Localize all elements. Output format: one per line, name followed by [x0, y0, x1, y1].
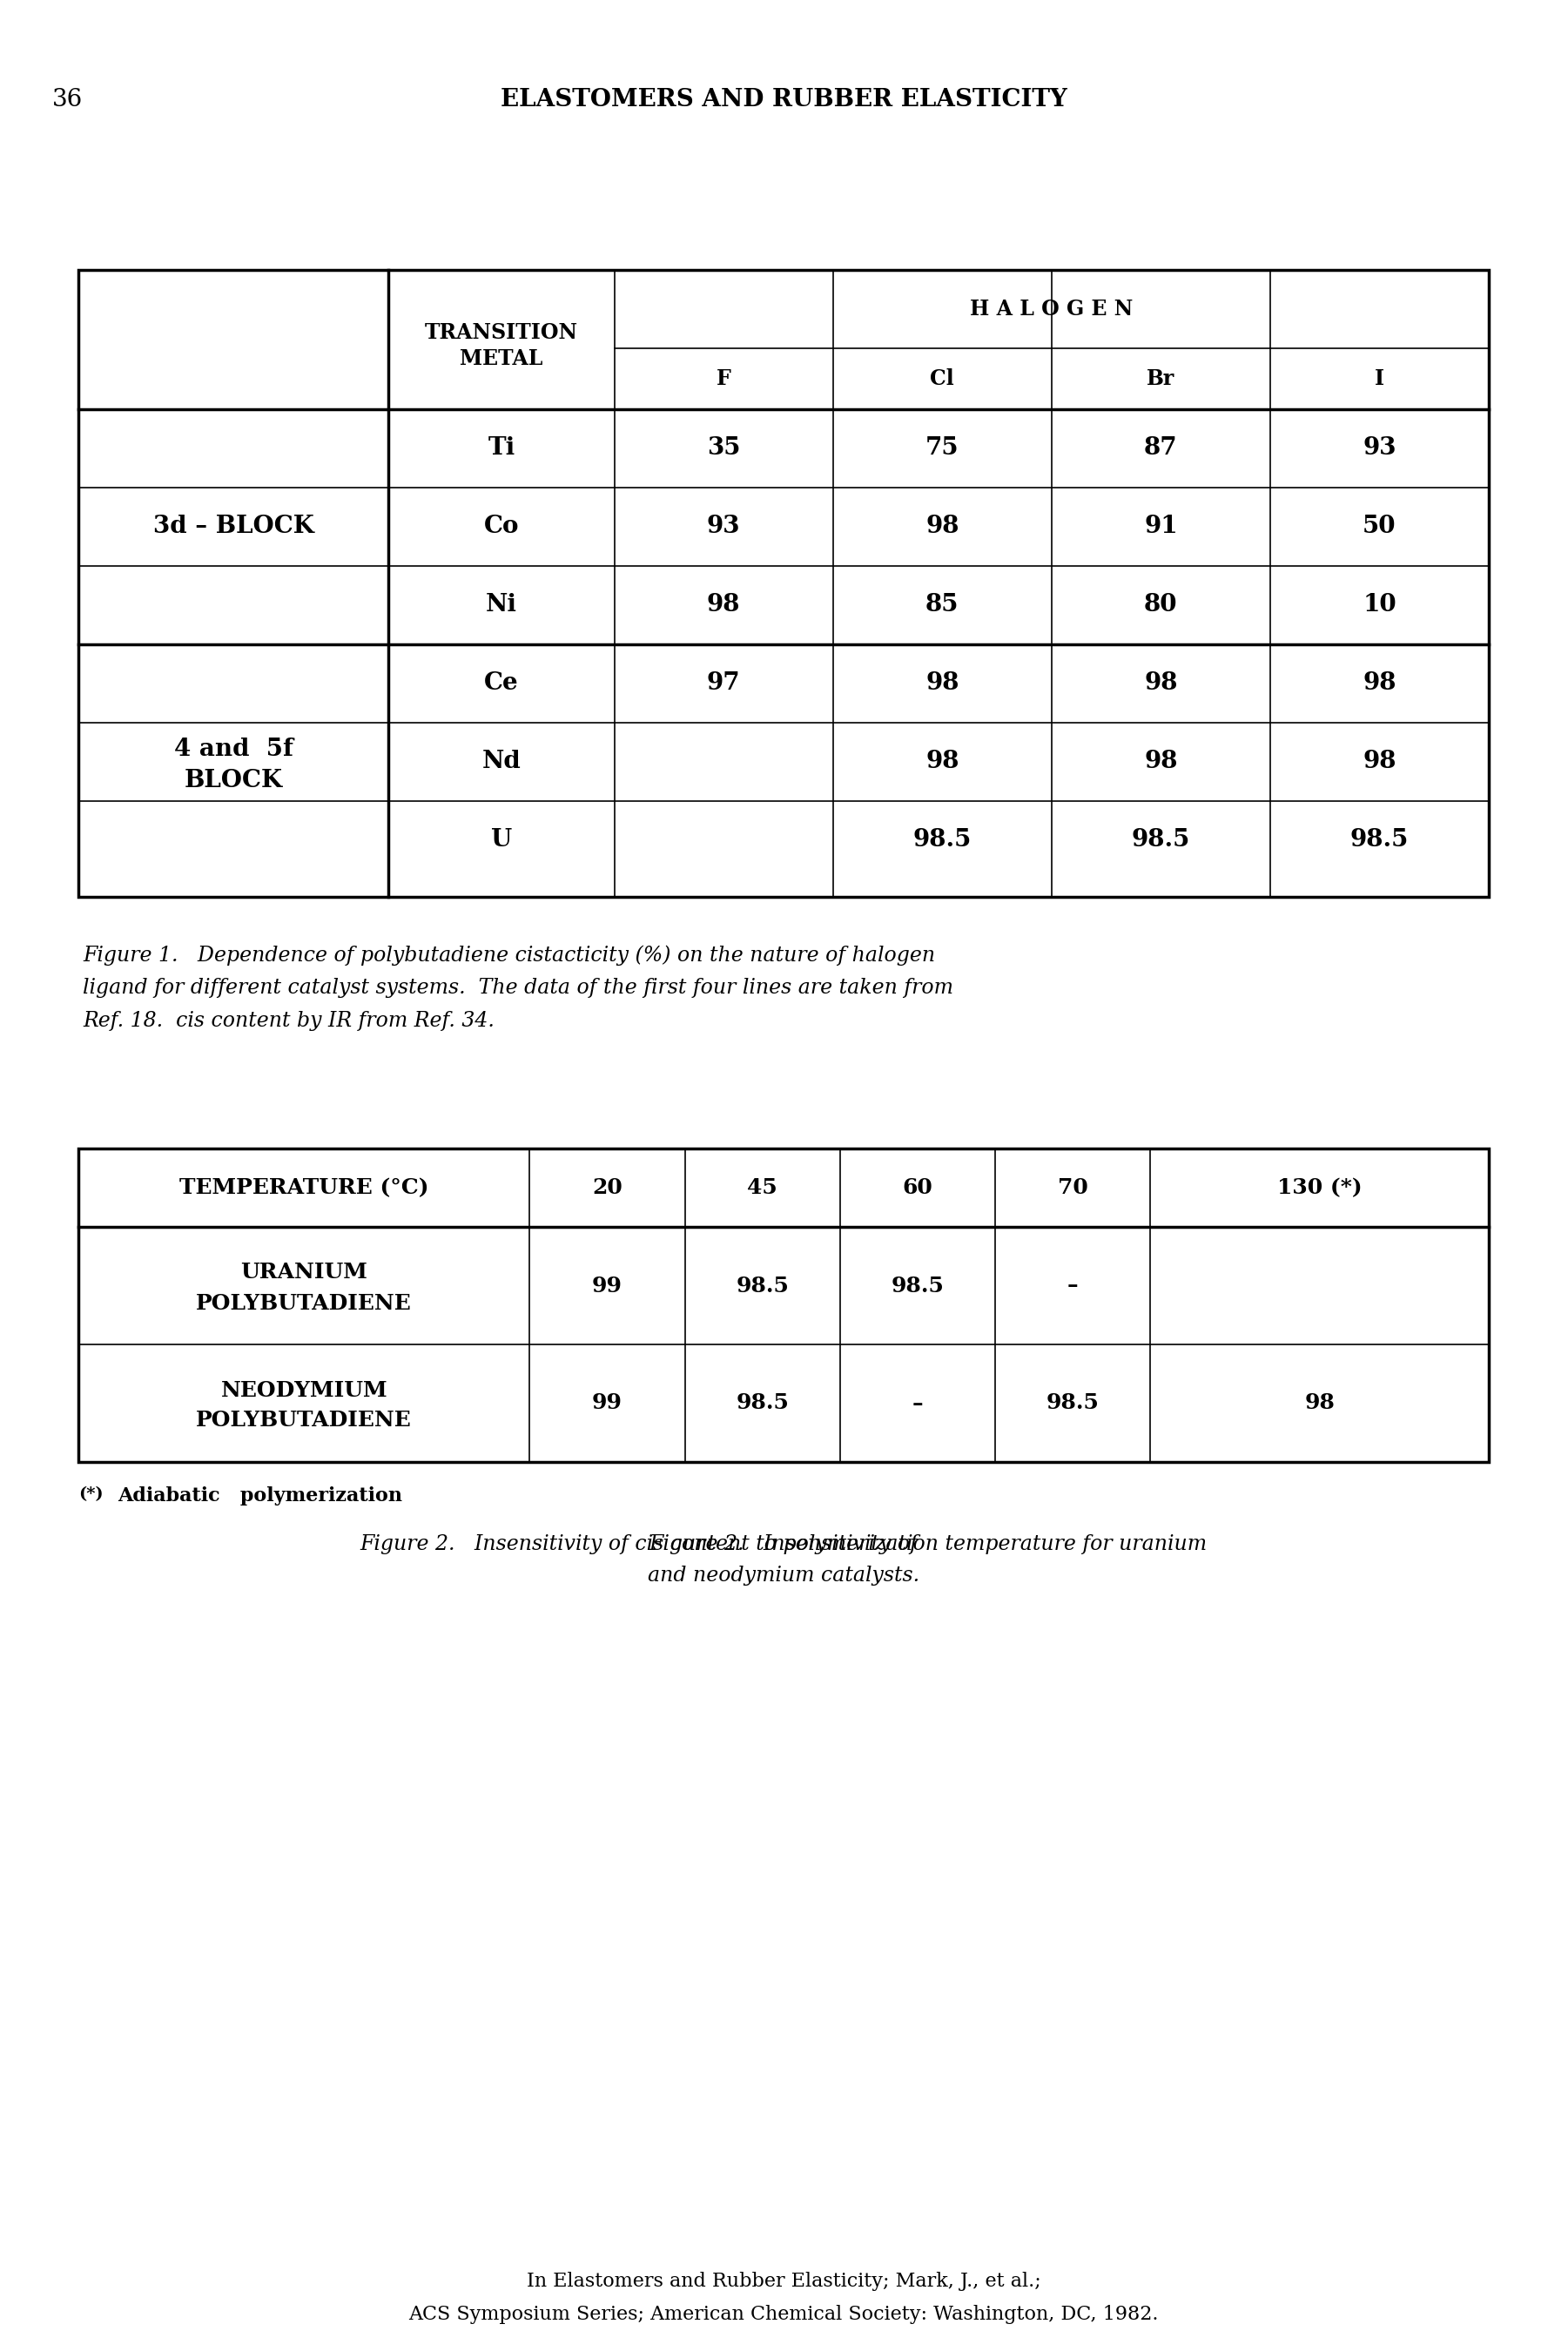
Text: 98: 98: [925, 515, 960, 538]
Text: 75: 75: [925, 437, 960, 461]
Text: Figure 2.   Insensitivity of cis content to polymerization temperature for urani: Figure 2. Insensitivity of cis content t…: [361, 1535, 1207, 1554]
Text: 98: 98: [1305, 1392, 1334, 1413]
Text: 130 (*): 130 (*): [1276, 1178, 1363, 1199]
Text: 98: 98: [925, 672, 960, 696]
Text: (*): (*): [78, 1486, 103, 1502]
Text: 80: 80: [1145, 592, 1178, 616]
Text: BLOCK: BLOCK: [185, 769, 282, 792]
Text: 98: 98: [925, 750, 960, 773]
Text: Adiabatic   polymerization: Adiabatic polymerization: [118, 1486, 403, 1505]
Text: and neodymium catalysts.: and neodymium catalysts.: [648, 1566, 919, 1585]
Text: 98.5: 98.5: [1046, 1392, 1099, 1413]
Text: POLYBUTADIENE: POLYBUTADIENE: [196, 1293, 412, 1314]
Text: Figure 1.   Dependence of polybutadiene cistacticity (%) on the nature of haloge: Figure 1. Dependence of polybutadiene ci…: [83, 945, 935, 966]
Text: 98: 98: [1363, 750, 1396, 773]
Text: URANIUM: URANIUM: [240, 1262, 367, 1284]
Text: I: I: [1375, 369, 1385, 390]
Text: 45: 45: [748, 1178, 778, 1199]
Text: Nd: Nd: [481, 750, 521, 773]
Text: In Elastomers and Rubber Elasticity; Mark, J., et al.;: In Elastomers and Rubber Elasticity; Mar…: [527, 2271, 1041, 2290]
Text: POLYBUTADIENE: POLYBUTADIENE: [196, 1411, 412, 1432]
Text: METAL: METAL: [459, 348, 543, 369]
Text: 93: 93: [1363, 437, 1396, 461]
Text: 60: 60: [903, 1178, 933, 1199]
Text: 87: 87: [1145, 437, 1178, 461]
Text: F: F: [717, 369, 731, 390]
Text: 20: 20: [593, 1178, 622, 1199]
Text: 85: 85: [925, 592, 960, 616]
Text: 97: 97: [707, 672, 740, 696]
Text: TRANSITION: TRANSITION: [425, 322, 579, 343]
Bar: [78, 1150, 1488, 1462]
Text: 10: 10: [1363, 592, 1396, 616]
Text: ELASTOMERS AND RUBBER ELASTICITY: ELASTOMERS AND RUBBER ELASTICITY: [500, 89, 1066, 113]
Text: 93: 93: [707, 515, 740, 538]
Text: Co: Co: [485, 515, 519, 538]
Text: 98.5: 98.5: [1350, 828, 1408, 851]
Text: Ce: Ce: [485, 672, 519, 696]
Text: –: –: [1068, 1274, 1079, 1295]
Text: 98: 98: [1145, 672, 1178, 696]
Text: U: U: [491, 828, 513, 851]
Text: 98: 98: [1145, 750, 1178, 773]
Text: Ni: Ni: [486, 592, 517, 616]
Text: ACS Symposium Series; American Chemical Society: Washington, DC, 1982.: ACS Symposium Series; American Chemical …: [409, 2304, 1159, 2325]
Text: 3d – BLOCK: 3d – BLOCK: [154, 515, 314, 538]
Text: Br: Br: [1146, 369, 1174, 390]
Text: 35: 35: [707, 437, 740, 461]
Text: 50: 50: [1363, 515, 1396, 538]
Text: 98.5: 98.5: [735, 1392, 789, 1413]
Bar: [78, 270, 1488, 896]
Text: Cl: Cl: [930, 369, 955, 390]
Text: Ti: Ti: [488, 437, 514, 461]
Text: 98: 98: [1363, 672, 1396, 696]
Text: ligand for different catalyst systems.  The data of the first four lines are tak: ligand for different catalyst systems. T…: [83, 978, 953, 997]
Text: 36: 36: [52, 89, 83, 113]
Text: 70: 70: [1057, 1178, 1088, 1199]
Text: 98.5: 98.5: [735, 1274, 789, 1295]
Text: 98.5: 98.5: [913, 828, 972, 851]
Text: 98.5: 98.5: [1132, 828, 1190, 851]
Text: 98.5: 98.5: [891, 1274, 944, 1295]
Text: H A L O G E N: H A L O G E N: [971, 299, 1134, 320]
Text: –: –: [913, 1392, 924, 1413]
Text: NEODYMIUM: NEODYMIUM: [221, 1380, 387, 1401]
Text: TEMPERATURE (°C): TEMPERATURE (°C): [179, 1178, 428, 1199]
Text: 4 and  5f: 4 and 5f: [174, 738, 293, 762]
Text: Figure 2.   Insensitivity of: Figure 2. Insensitivity of: [649, 1535, 917, 1554]
Text: 99: 99: [593, 1274, 622, 1295]
Text: 98: 98: [707, 592, 740, 616]
Text: Ref. 18.  cis content by IR from Ref. 34.: Ref. 18. cis content by IR from Ref. 34.: [83, 1011, 494, 1032]
Text: 91: 91: [1145, 515, 1178, 538]
Text: 99: 99: [593, 1392, 622, 1413]
